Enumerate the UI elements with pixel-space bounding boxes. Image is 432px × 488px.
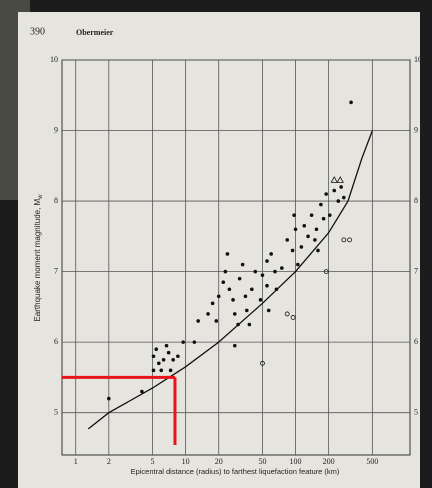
data-point: [261, 273, 265, 277]
y-axis-label: Earthquake moment magnitude, Mw: [33, 194, 43, 322]
data-point: [259, 298, 263, 302]
data-point: [152, 354, 156, 358]
data-point: [328, 213, 332, 217]
data-point: [275, 287, 279, 291]
data-point: [300, 245, 304, 249]
data-point: [159, 369, 163, 373]
y-tick-label-right: 10: [414, 55, 422, 64]
data-point: [306, 235, 310, 239]
data-point: [285, 238, 289, 242]
data-point: [217, 294, 221, 298]
data-point: [169, 369, 173, 373]
data-point: [176, 354, 180, 358]
data-point: [296, 263, 300, 267]
data-point: [152, 369, 156, 373]
data-point: [162, 358, 166, 362]
data-point: [265, 284, 269, 288]
data-point: [337, 199, 341, 203]
y-tick-label: 10: [50, 55, 58, 64]
data-point: [196, 319, 200, 323]
data-point: [315, 227, 319, 231]
data-point: [253, 270, 257, 274]
data-point: [140, 390, 144, 394]
data-point: [181, 340, 185, 344]
y-axis-label-sub: w: [38, 194, 44, 200]
y-tick-label-right: 5: [414, 408, 418, 417]
y-tick-label: 5: [54, 408, 58, 417]
y-tick-label-right: 8: [414, 196, 418, 205]
data-point: [322, 217, 326, 221]
data-point: [291, 249, 295, 253]
data-point: [280, 266, 284, 270]
x-tick-label: 500: [366, 457, 378, 466]
x-tick-label: 2: [107, 457, 111, 466]
y-tick-label: 6: [54, 337, 58, 346]
data-point: [248, 323, 252, 327]
data-point: [245, 309, 249, 313]
data-point: [265, 259, 269, 263]
data-point: [332, 189, 336, 193]
x-tick-label: 100: [290, 457, 302, 466]
data-point: [292, 213, 296, 217]
data-point: [226, 252, 230, 256]
data-point: [157, 362, 161, 366]
data-point: [269, 252, 273, 256]
data-point: [294, 227, 298, 231]
y-axis-label-text: Earthquake moment magnitude, M: [33, 198, 42, 321]
data-point: [231, 298, 235, 302]
data-point: [250, 287, 254, 291]
page-number: 390: [30, 26, 45, 37]
data-point: [342, 196, 346, 200]
data-point: [107, 397, 111, 401]
data-point: [193, 340, 197, 344]
data-point: [211, 302, 215, 306]
y-tick-label: 9: [54, 125, 58, 134]
data-point: [171, 358, 175, 362]
data-point: [324, 192, 328, 196]
x-tick-label: 50: [258, 457, 266, 466]
data-point: [228, 287, 232, 291]
data-point: [349, 101, 353, 105]
author: Obermeier: [76, 28, 114, 37]
y-tick-label-right: 6: [414, 337, 418, 346]
data-point: [224, 270, 228, 274]
x-axis-label: Epicentral distance (radius) to farthest…: [131, 467, 340, 476]
data-point: [273, 270, 277, 274]
data-point: [302, 224, 306, 228]
data-point: [310, 213, 314, 217]
data-point: [319, 203, 323, 207]
x-tick-label: 20: [215, 457, 223, 466]
data-point: [154, 347, 158, 351]
x-tick-label: 200: [323, 457, 335, 466]
data-point: [267, 309, 271, 313]
data-point: [167, 351, 171, 355]
data-point: [214, 319, 218, 323]
data-point: [206, 312, 210, 316]
data-point: [165, 344, 169, 348]
data-point: [313, 238, 317, 242]
data-point: [244, 294, 248, 298]
data-point: [221, 280, 225, 284]
x-tick-label: 1: [74, 457, 78, 466]
data-point: [241, 263, 245, 267]
x-tick-label: 5: [151, 457, 155, 466]
page: 390 Obermeier Epicentral distance (radiu…: [0, 0, 432, 488]
y-tick-label-right: 7: [414, 266, 418, 275]
x-tick-label: 10: [182, 457, 190, 466]
data-point: [238, 277, 242, 281]
data-point: [316, 249, 320, 253]
data-point: [236, 323, 240, 327]
chart: 390 Obermeier Epicentral distance (radiu…: [0, 0, 432, 488]
y-tick-label-right: 9: [414, 125, 418, 134]
data-point: [339, 185, 343, 189]
data-point: [233, 312, 237, 316]
data-point: [233, 344, 237, 348]
y-tick-label: 7: [54, 266, 58, 275]
y-tick-label: 8: [54, 196, 58, 205]
